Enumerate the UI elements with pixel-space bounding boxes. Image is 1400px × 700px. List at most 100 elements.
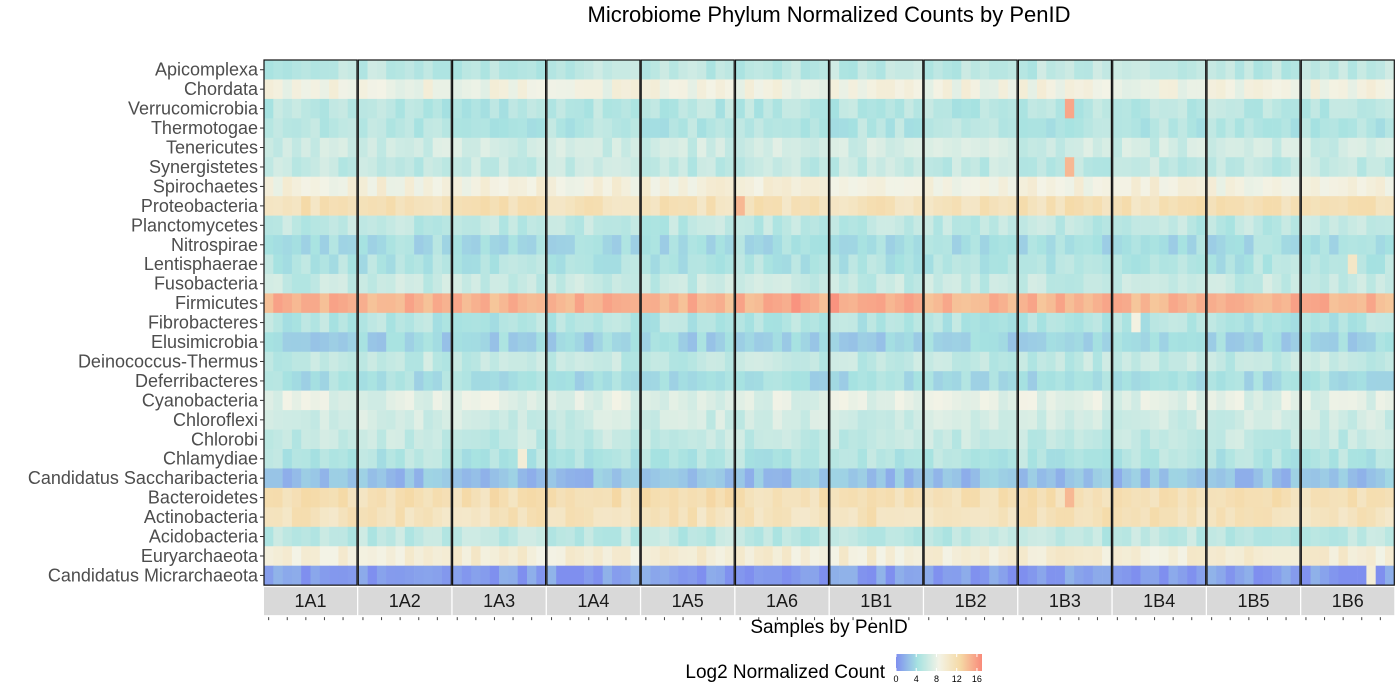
heatmap-cell <box>508 332 518 353</box>
heatmap-cell <box>1007 312 1018 333</box>
heatmap-cell <box>1375 507 1386 528</box>
heatmap-cell <box>565 390 576 411</box>
heatmap-cell <box>697 79 707 100</box>
heatmap-cell <box>358 312 368 333</box>
heatmap-cell <box>904 196 914 216</box>
heatmap-cell <box>367 487 378 508</box>
heatmap-cell <box>1055 410 1066 430</box>
heatmap-cell <box>1310 293 1321 314</box>
heatmap-cell <box>819 176 829 197</box>
heatmap-cell <box>1177 293 1188 314</box>
heatmap-cell <box>310 235 321 255</box>
heatmap-cell <box>329 273 339 294</box>
heatmap-cell <box>414 546 424 566</box>
heatmap-cell <box>1027 546 1038 566</box>
heatmap-cell <box>819 429 829 450</box>
heatmap-cell <box>1338 390 1349 411</box>
legend-tick-label: 12 <box>952 674 962 684</box>
heatmap-cell <box>1225 526 1236 547</box>
heatmap-cell <box>848 98 858 119</box>
heatmap-cell <box>1196 254 1206 275</box>
heatmap-cell <box>593 468 603 489</box>
heatmap-cell <box>1281 390 1291 411</box>
heatmap-cell <box>1385 157 1395 177</box>
heatmap-cell <box>489 137 500 158</box>
row-label: Candidatus Saccharibacteria <box>28 468 259 488</box>
heatmap-cell <box>452 468 463 489</box>
heatmap-cell <box>527 487 537 508</box>
heatmap-cell <box>1187 546 1197 566</box>
heatmap-cell <box>1272 118 1282 139</box>
heatmap-cell <box>471 60 481 80</box>
heatmap-cell <box>933 98 943 119</box>
heatmap-cell <box>612 429 622 450</box>
heatmap-cell <box>687 546 698 566</box>
row-label: Cyanobacteria <box>142 390 259 410</box>
chart-title: Microbiome Phylum Normalized Counts by P… <box>588 2 1071 27</box>
heatmap-cell <box>1281 526 1291 547</box>
heatmap-cell <box>839 79 849 100</box>
heatmap-cell <box>735 60 746 80</box>
heatmap-cell <box>970 449 981 469</box>
heatmap-cell <box>800 235 811 255</box>
heatmap-cell <box>499 507 509 528</box>
heatmap-cell <box>273 351 283 372</box>
heatmap-cell <box>452 429 463 450</box>
heatmap-cell <box>1357 157 1367 177</box>
heatmap-cell <box>819 487 829 508</box>
heatmap-cell <box>630 79 641 100</box>
heatmap-cell <box>612 254 622 275</box>
heatmap-cell <box>979 235 990 255</box>
heatmap-cell <box>1301 176 1311 197</box>
heatmap-cell <box>404 371 415 391</box>
heatmap-cell <box>452 137 463 158</box>
heatmap-cell <box>848 487 858 508</box>
heatmap-cell <box>848 137 858 158</box>
heatmap-cell <box>1159 98 1169 119</box>
heatmap-cell <box>432 429 443 450</box>
heatmap-cell <box>885 215 896 236</box>
heatmap-cell <box>499 546 509 566</box>
heatmap-cell <box>1177 487 1188 508</box>
heatmap-cell <box>1055 332 1066 353</box>
heatmap-cell <box>933 371 943 391</box>
facet-panel-border <box>1300 59 1395 586</box>
heatmap-cell <box>782 254 792 275</box>
heatmap-cell <box>1375 60 1386 80</box>
heatmap-cell <box>499 332 509 353</box>
heatmap-cell <box>715 410 726 430</box>
heatmap-cell <box>1177 371 1188 391</box>
heatmap-cell <box>867 118 877 139</box>
heatmap-cell <box>1196 79 1206 100</box>
heatmap-cell <box>839 351 849 372</box>
facet-strip <box>735 587 829 616</box>
heatmap-cell <box>517 235 528 255</box>
heatmap-cell <box>1301 390 1311 411</box>
heatmap-cell <box>338 157 348 177</box>
heatmap-cell <box>1216 273 1226 294</box>
heatmap-cell <box>1216 79 1226 100</box>
heatmap-cell <box>735 449 746 469</box>
heatmap-cell <box>1329 176 1339 197</box>
heatmap-cell <box>772 371 783 391</box>
heatmap-cell <box>461 507 472 528</box>
heatmap-cell <box>442 429 452 450</box>
heatmap-cell <box>1055 429 1066 450</box>
heatmap-cell <box>264 371 274 391</box>
heatmap-cell <box>556 351 566 372</box>
heatmap-cell <box>1319 429 1330 450</box>
heatmap-cell <box>744 176 755 197</box>
heatmap-cell <box>319 176 330 197</box>
heatmap-cell <box>641 390 651 411</box>
heatmap-cell <box>848 254 858 275</box>
heatmap-cell <box>489 118 500 139</box>
heatmap-cell <box>669 60 679 80</box>
heatmap-cell <box>367 332 378 353</box>
heatmap-cell <box>489 429 500 450</box>
heatmap-cell <box>1207 118 1217 139</box>
heatmap-cell <box>829 157 840 177</box>
heatmap-cell <box>1310 390 1321 411</box>
heatmap-cell <box>1301 526 1311 547</box>
row-label: Synergistetes <box>149 157 258 177</box>
heatmap-cell <box>536 254 546 275</box>
